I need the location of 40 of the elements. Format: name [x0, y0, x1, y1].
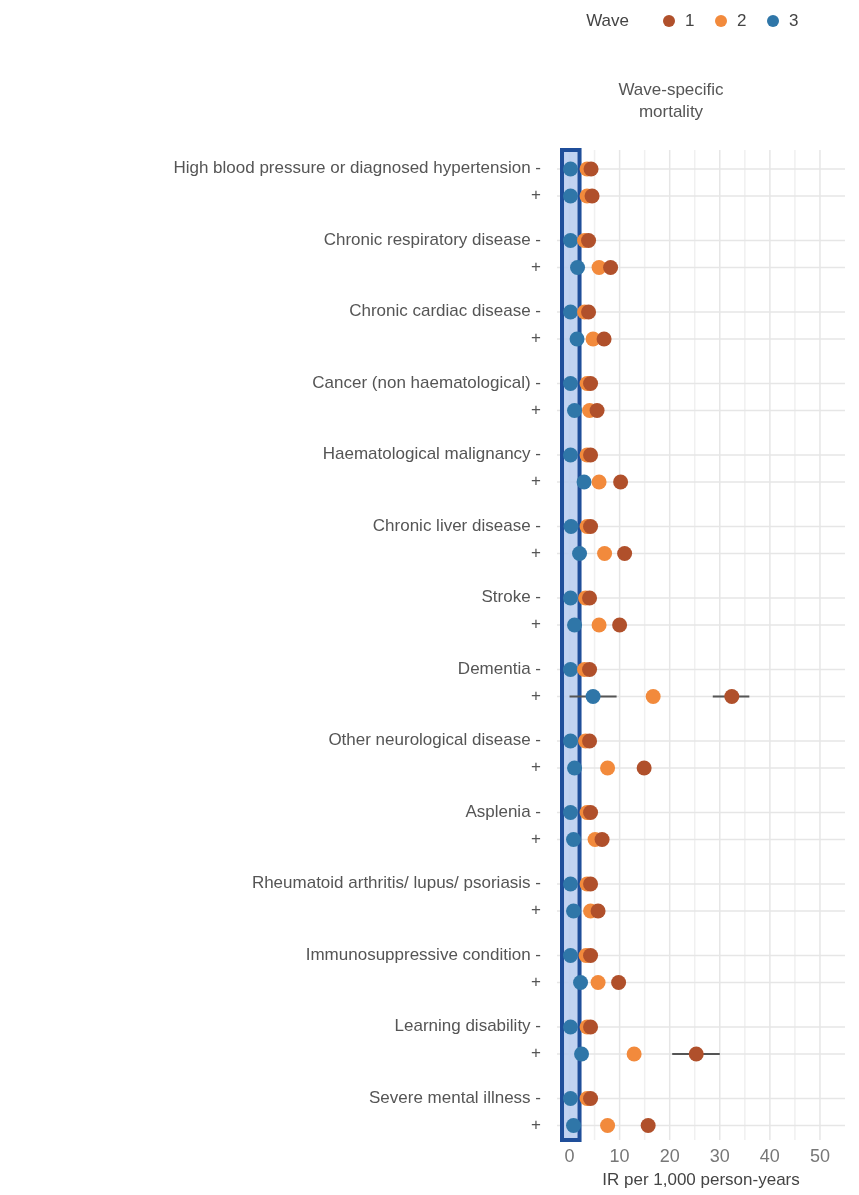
y-tick-label: +: [531, 685, 542, 705]
y-tick-label: Chronic cardiac disease -: [349, 301, 541, 321]
y-tick-label: +: [531, 471, 542, 491]
y-tick-label: Other neurological disease -: [328, 730, 541, 750]
x-tick-label: 10: [609, 1146, 630, 1166]
y-tick-label: +: [531, 256, 542, 276]
x-tick-label: 0: [564, 1146, 575, 1166]
y-tick-label: Immunosuppressive condition -: [305, 944, 541, 964]
y-tick-label: Severe mental illness -: [369, 1087, 541, 1107]
y-tick-label: +: [531, 185, 542, 205]
y-tick-label: Stroke -: [481, 587, 541, 607]
x-tick-label: 20: [659, 1146, 680, 1166]
y-tick-label: Haematological malignancy -: [322, 444, 541, 464]
x-tick-label: 50: [809, 1146, 830, 1166]
y-tick-label: +: [531, 1043, 542, 1063]
y-tick-label: Chronic respiratory disease -: [323, 229, 541, 249]
x-tick-label: 30: [709, 1146, 730, 1166]
x-tick-label: 40: [759, 1146, 780, 1166]
chart-title: Wave-specific mortality: [618, 80, 725, 121]
y-tick-label: Cancer (non haematological) -: [312, 372, 541, 392]
y-tick-label: Asplenia -: [465, 801, 541, 821]
y-tick-label: Rheumatoid arthritis/ lupus/ psoriasis -: [251, 873, 541, 893]
y-tick-label: +: [531, 828, 542, 848]
y-tick-label: Chronic liver disease -: [372, 515, 541, 535]
legend-label: 3: [789, 11, 799, 31]
y-tick-label: Learning disability -: [394, 1016, 541, 1036]
y-tick-label: +: [531, 1114, 542, 1134]
legend-label: 1: [685, 11, 695, 31]
legend-label: 2: [737, 11, 747, 31]
y-tick-label: +: [531, 614, 542, 634]
y-tick-label: +: [531, 900, 542, 920]
y-tick-label: High blood pressure or diagnosed hypertension -: [173, 158, 541, 178]
y-tick-label: +: [531, 971, 542, 991]
y-tick-label: Dementia -: [457, 658, 541, 678]
y-tick-label: +: [531, 542, 542, 562]
y-tick-label: +: [531, 757, 542, 777]
x-axis-title: IR per 1,000 person-years: [602, 1170, 800, 1189]
legend-title: Wave: [586, 11, 629, 31]
y-tick-label: +: [531, 399, 542, 419]
y-tick-label: +: [531, 328, 542, 348]
